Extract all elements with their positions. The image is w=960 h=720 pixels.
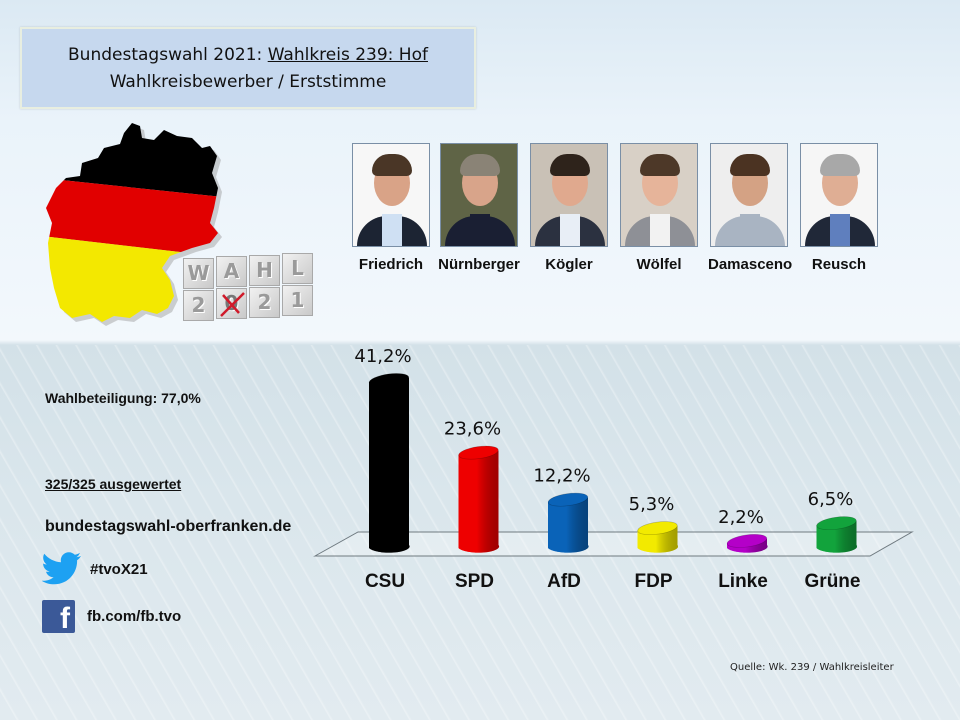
value-label-spd: 23,6% — [444, 419, 501, 440]
bar-fdp — [637, 521, 679, 553]
bar-grüne — [816, 516, 858, 553]
page-title: Bundestagswahl 2021: Wahlkreis 239: Hof — [22, 45, 474, 65]
facebook-icon: f — [42, 600, 75, 635]
page-subtitle: Wahlkreisbewerber / Erststimme — [109, 72, 387, 92]
bar-top — [726, 534, 768, 548]
logo-cube: W — [183, 258, 214, 289]
candidate-name: Damasceno — [708, 256, 793, 273]
bar-spd — [458, 445, 500, 553]
category-label-afd: AfD — [547, 571, 581, 592]
logo-cube: L — [282, 253, 313, 284]
candidate-photo — [352, 143, 430, 247]
bar-top — [458, 445, 499, 460]
category-label-spd: SPD — [455, 571, 494, 592]
candidate-card: Damasceno — [708, 143, 793, 273]
source-note: Quelle: Wk. 239 / Wahlkreisleiter — [730, 662, 894, 673]
bar-top — [547, 492, 589, 507]
value-label-fdp: 5,3% — [629, 494, 675, 515]
logo-cube: 2 — [249, 287, 280, 318]
logo-cube: 1 — [282, 285, 313, 316]
value-label-afd: 12,2% — [533, 466, 590, 487]
counted-districts-label: 325/325 ausgewertet — [45, 476, 182, 492]
twitter-hashtag: #tvoX21 — [90, 560, 148, 578]
website-link[interactable]: bundestagswahl-oberfranken.de — [45, 518, 292, 535]
facebook-url: fb.com/fb.tvo — [87, 608, 182, 625]
value-label-csu: 41,2% — [354, 346, 411, 367]
logo-cube-ballot: 0 — [216, 288, 247, 319]
candidate-card: Nürnberger — [438, 143, 520, 273]
title-box: Bundestagswahl 2021: Wahlkreis 239: Hof … — [20, 27, 476, 109]
candidate-name: Reusch — [811, 256, 867, 273]
candidate-photo — [620, 143, 698, 247]
candidate-name: Friedrich — [358, 256, 424, 273]
candidate-card: Wölfel — [618, 143, 700, 273]
candidate-photo — [440, 143, 518, 247]
value-label-grüne: 6,5% — [808, 489, 854, 510]
candidate-photo — [710, 143, 788, 247]
candidate-card: Kögler — [528, 143, 610, 273]
candidate-photo — [530, 143, 608, 247]
category-label-grüne: Grüne — [805, 571, 861, 592]
category-label-csu: CSU — [365, 571, 405, 592]
twitter-link[interactable]: #tvoX21 — [42, 552, 148, 586]
bar-linke — [726, 534, 768, 553]
category-label-fdp: FDP — [635, 571, 673, 592]
candidate-name: Wölfel — [636, 256, 682, 273]
bar-top — [637, 521, 678, 535]
candidate-card: Friedrich — [350, 143, 432, 273]
turnout-label: Wahlbeteiligung: 77,0% — [45, 390, 201, 406]
title-prefix: Bundestagswahl 2021: — [68, 45, 268, 65]
bar-afd — [547, 492, 589, 553]
candidate-name: Kögler — [545, 256, 593, 273]
title-district: Wahlkreis 239: Hof — [267, 45, 428, 65]
germany-flag-map-icon — [46, 123, 222, 326]
logo-cube: A — [216, 256, 247, 287]
flag-stripe-red — [46, 178, 218, 258]
category-label-linke: Linke — [718, 571, 768, 592]
bar-csu — [368, 373, 410, 553]
bar-top — [816, 516, 857, 531]
candidate-name: Nürnberger — [438, 256, 520, 273]
candidate-card: Reusch — [798, 143, 880, 273]
value-label-linke: 2,2% — [718, 507, 764, 528]
logo-cube: 2 — [183, 290, 214, 321]
facebook-link[interactable]: f fb.com/fb.tvo — [42, 600, 182, 635]
wahl-2021-logo: W A H L 2 0 2 1 — [183, 253, 316, 323]
candidate-photo — [800, 143, 878, 247]
bar-top — [368, 373, 410, 387]
logo-cube: H — [249, 255, 280, 286]
ballot-cross-icon — [220, 292, 245, 317]
twitter-bird-icon — [42, 552, 81, 585]
